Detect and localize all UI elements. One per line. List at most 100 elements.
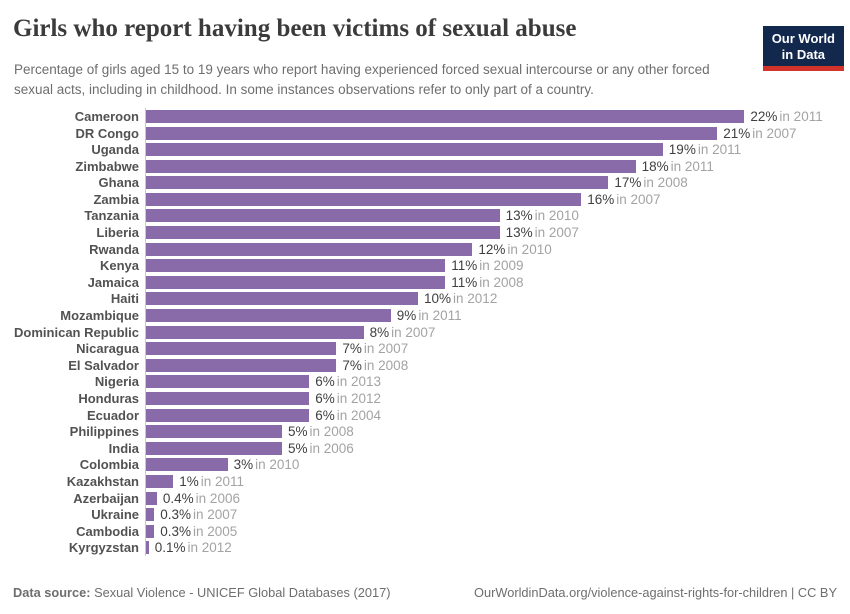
- owid-chart-page: Girls who report having been victims of …: [0, 14, 850, 614]
- bar-track: 17% in 2008: [145, 175, 850, 192]
- value-label: 0.3%: [160, 507, 191, 523]
- value-label: 7%: [342, 357, 362, 373]
- bar-track: 5% in 2006: [145, 440, 850, 457]
- y-axis-line: [145, 108, 146, 557]
- bar[interactable]: [146, 425, 282, 439]
- year-label: in 2012: [187, 540, 232, 556]
- value-label: 7%: [342, 341, 362, 357]
- year-label: in 2007: [616, 191, 661, 207]
- country-label: DR Congo: [75, 125, 139, 141]
- year-label: in 2005: [192, 523, 238, 539]
- country-label: Ecuador: [86, 407, 139, 423]
- bar-row: India 5% in 2006: [0, 440, 850, 457]
- page-title: Girls who report having been victims of …: [13, 15, 577, 42]
- country-label: Liberia: [96, 225, 139, 241]
- value-label: 21%: [723, 125, 751, 141]
- chart-subtitle: Percentage of girls aged 15 to 19 years …: [14, 62, 710, 97]
- country-label: El Salvador: [68, 357, 139, 373]
- year-label: in 2009: [479, 258, 524, 274]
- year-label: in 2007: [391, 324, 436, 340]
- value-label: 19%: [668, 142, 696, 158]
- year-label: in 2010: [534, 208, 579, 224]
- bar[interactable]: [146, 441, 282, 455]
- bar[interactable]: [146, 242, 473, 256]
- bar-row: Liberia 13% in 2007: [0, 224, 850, 241]
- bar-row: Cameroon 22% in 2011: [0, 108, 850, 125]
- year-label: in 2008: [643, 175, 688, 191]
- bar-row: Cambodia 0.3% in 2005: [0, 523, 850, 540]
- bar-track: 7% in 2008: [145, 357, 850, 374]
- value-label: 1%: [179, 473, 199, 489]
- year-label: in 2011: [779, 108, 823, 124]
- country-label: Rwanda: [89, 241, 139, 257]
- bar-track: 6% in 2012: [145, 390, 850, 407]
- bar-row: Nigeria 6% in 2013: [0, 374, 850, 391]
- chart-footer: Data source: Sexual Violence - UNICEF Gl…: [13, 585, 837, 600]
- bar-track: 0.3% in 2007: [145, 506, 850, 523]
- year-label: in 2010: [255, 457, 300, 473]
- bar[interactable]: [146, 325, 364, 339]
- bar[interactable]: [146, 109, 745, 123]
- bar-row: Zambia 16% in 2007: [0, 191, 850, 208]
- bar[interactable]: [146, 309, 391, 323]
- bar[interactable]: [146, 209, 500, 223]
- year-label: in 2008: [479, 274, 524, 290]
- bar[interactable]: [146, 491, 157, 505]
- bar[interactable]: [146, 226, 500, 240]
- bar-track: 11% in 2008: [145, 274, 850, 291]
- bar-row: Uganda 19% in 2011: [0, 141, 850, 158]
- data-source-label: Data source:: [13, 585, 91, 600]
- bar[interactable]: [146, 143, 663, 157]
- country-label: Philippines: [69, 424, 139, 440]
- bar[interactable]: [146, 342, 337, 356]
- country-label: Kazakhstan: [66, 473, 139, 489]
- bar[interactable]: [146, 524, 155, 538]
- value-label: 0.1%: [154, 540, 186, 556]
- bar-row: Nicaragua 7% in 2007: [0, 340, 850, 357]
- value-label: 6%: [315, 391, 335, 407]
- owid-logo[interactable]: Our World in Data: [762, 26, 844, 71]
- country-label: Mozambique: [60, 308, 139, 324]
- bar-row: Haiti 10% in 2012: [0, 291, 850, 308]
- bar-row: Kazakhstan 1% in 2011: [0, 473, 850, 490]
- bar-track: 0.4% in 2006: [145, 490, 850, 507]
- data-source-value: Sexual Violence - UNICEF Global Database…: [94, 585, 391, 600]
- country-label: Jamaica: [87, 274, 139, 290]
- bar[interactable]: [146, 541, 149, 555]
- year-label: in 2010: [507, 241, 552, 257]
- bar[interactable]: [146, 358, 337, 372]
- bar[interactable]: [146, 126, 718, 140]
- bar-rows: Cameroon 22% in 2011 DR Congo 21% in 200…: [0, 108, 850, 556]
- value-label: 6%: [315, 374, 335, 390]
- credit-link[interactable]: OurWorldinData.org/violence-against-righ…: [474, 585, 837, 600]
- bar-row: Ghana 17% in 2008: [0, 175, 850, 192]
- year-label: in 2011: [697, 142, 742, 158]
- value-label: 8%: [369, 324, 390, 340]
- bar[interactable]: [146, 259, 446, 273]
- bar-track: 12% in 2010: [145, 241, 850, 258]
- chart-header: Girls who report having been victims of …: [0, 14, 850, 99]
- value-label: 3%: [233, 457, 254, 473]
- value-label: 18%: [641, 158, 669, 174]
- bar-track: 13% in 2007: [145, 224, 850, 241]
- bar[interactable]: [146, 275, 446, 289]
- bar[interactable]: [146, 408, 310, 422]
- bar-track: 5% in 2008: [145, 423, 850, 440]
- year-label: in 2011: [670, 158, 714, 174]
- bar[interactable]: [146, 458, 228, 472]
- bar-track: 9% in 2011: [145, 307, 850, 324]
- bar[interactable]: [146, 159, 636, 173]
- bar[interactable]: [146, 375, 310, 389]
- bar[interactable]: [146, 508, 155, 522]
- bar[interactable]: [146, 292, 418, 306]
- bar-track: 0.1% in 2012: [145, 540, 850, 557]
- bar[interactable]: [146, 176, 609, 190]
- bar[interactable]: [146, 474, 174, 488]
- bar[interactable]: [146, 392, 310, 406]
- country-label: Haiti: [110, 291, 139, 307]
- bar-track: 16% in 2007: [145, 191, 850, 208]
- bar-row: Ecuador 6% in 2004: [0, 407, 850, 424]
- bar[interactable]: [146, 192, 582, 206]
- year-label: in 2004: [336, 407, 381, 423]
- bar-row: Rwanda 12% in 2010: [0, 241, 850, 258]
